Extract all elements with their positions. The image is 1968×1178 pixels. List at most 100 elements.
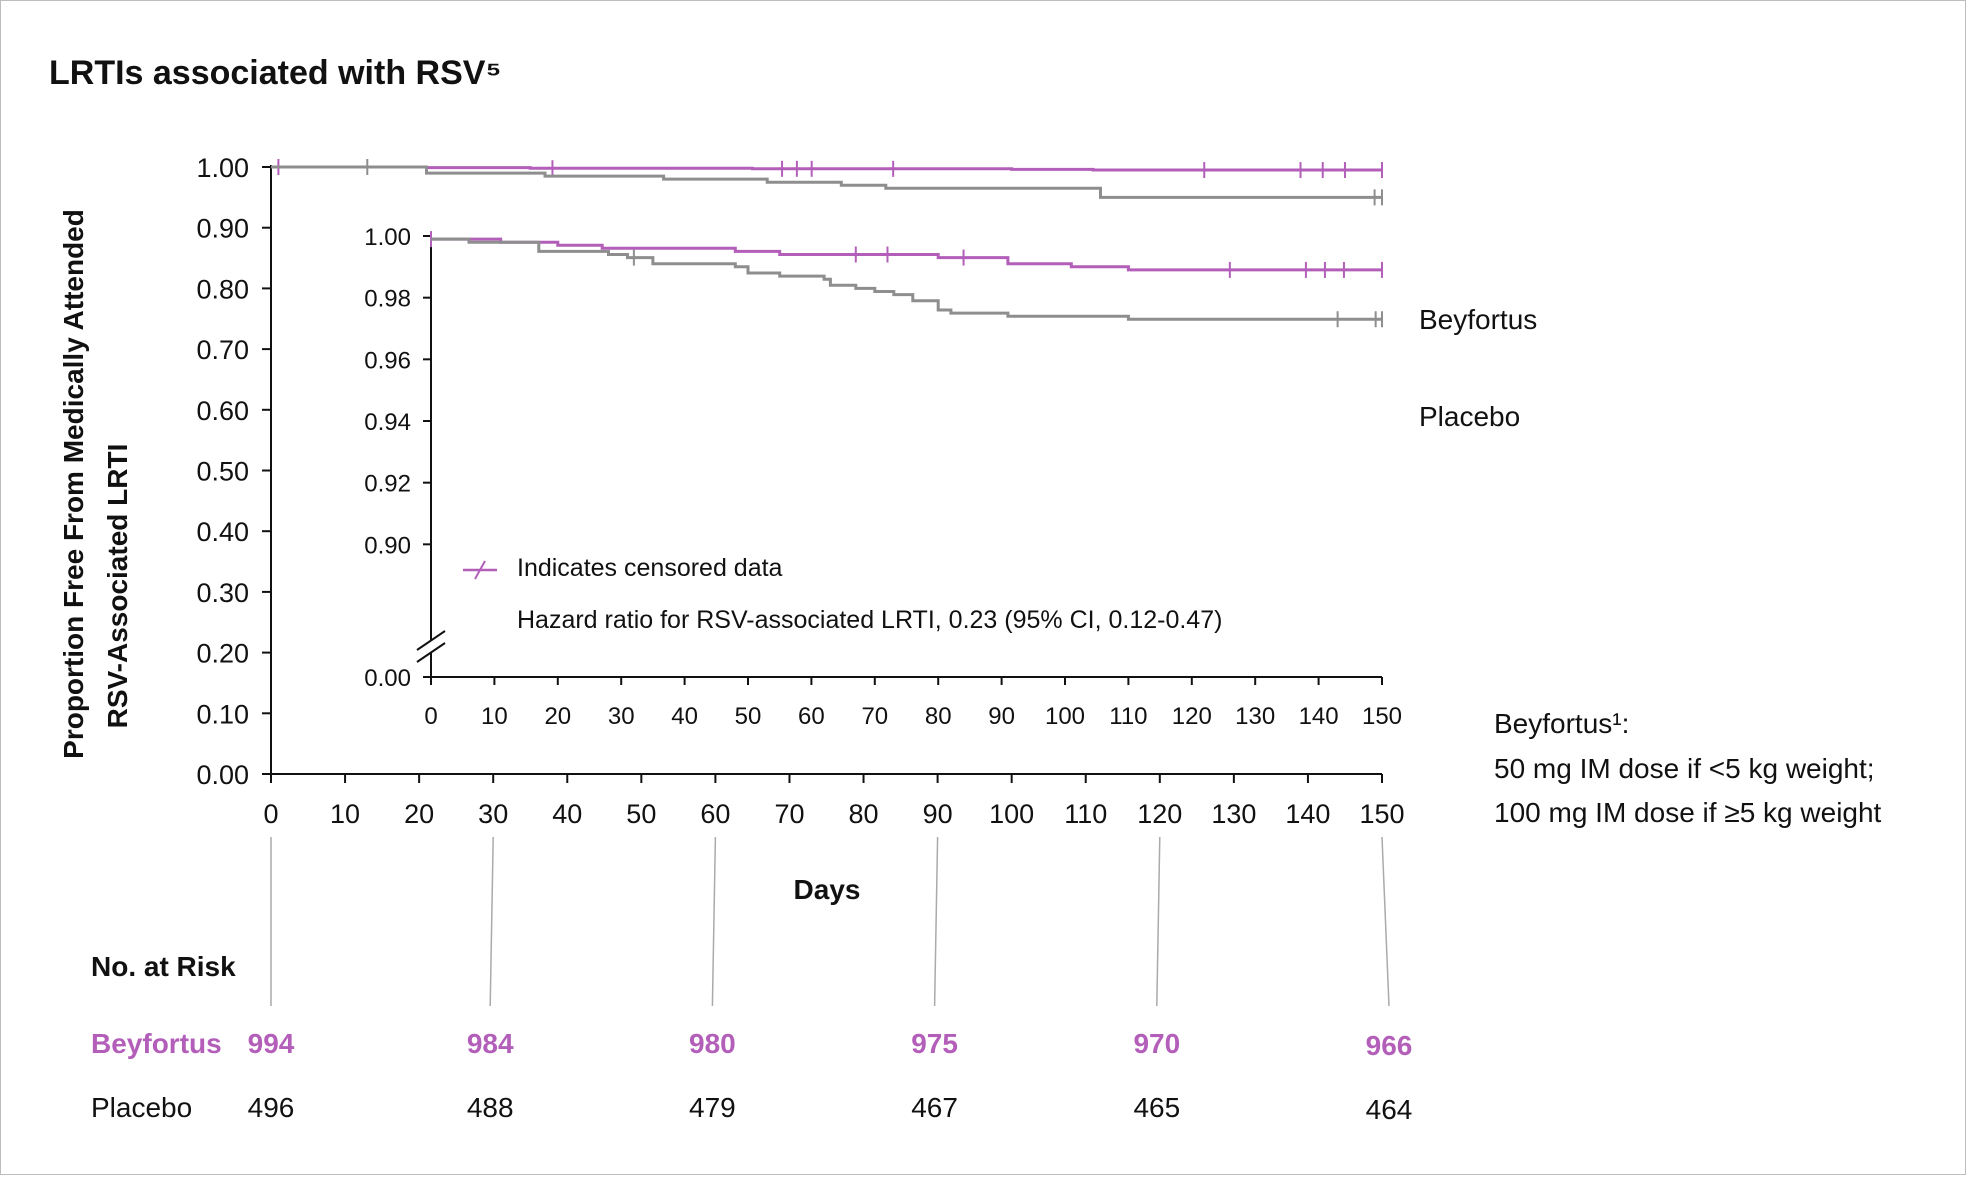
main-x-tick-label: 20 (404, 799, 434, 829)
main-x-tick-label: 120 (1137, 799, 1182, 829)
inset-x-tick-label: 90 (988, 703, 1015, 730)
main-y-tick-label: 0.90 (196, 214, 249, 244)
inset-y-tick-label: 0.94 (364, 409, 411, 436)
main-x-tick-label: 60 (700, 799, 730, 829)
dose-note-line2: 50 mg IM dose if <5 kg weight; (1494, 753, 1875, 784)
main-x-tick-label: 10 (330, 799, 360, 829)
dose-note: Beyfortus¹: 50 mg IM dose if <5 kg weigh… (1494, 708, 1882, 828)
inset-y-tick-label: 0.90 (364, 532, 411, 559)
inset-x-tick-label: 40 (671, 703, 698, 730)
inset-x-tick-label: 10 (481, 703, 508, 730)
inset-background (353, 223, 1399, 731)
main-x-tick-label: 50 (626, 799, 656, 829)
main-x-tick-label: 80 (849, 799, 879, 829)
inset-x-tick-label: 30 (608, 703, 635, 730)
risk-value-beyfortus: 994 (248, 1028, 295, 1059)
risk-connector-line (711, 836, 717, 1007)
main-y-tick-label: 0.40 (196, 517, 249, 547)
inset-series (430, 231, 1383, 328)
risk-value-placebo: 479 (689, 1092, 736, 1123)
risk-table-heading: No. at Risk (91, 951, 236, 982)
main-y-tick-label: 0.10 (196, 699, 249, 729)
main-x-tick-label: 30 (478, 799, 508, 829)
inset-beyfortus-curve (431, 237, 1382, 272)
inset-placebo-curve (431, 237, 1382, 321)
inset-x-tick-label: 0 (424, 703, 437, 730)
inset-y-tick-label: 0.96 (364, 347, 411, 374)
inset-y-zero-label: 0.00 (364, 665, 411, 692)
main-x-tick-label: 70 (774, 799, 804, 829)
y-axis-label-line1: Proportion Free From Medically Attended (58, 209, 89, 759)
inset-x-tick-label: 70 (861, 703, 888, 730)
inset-x-tick-label: 150 (1362, 703, 1402, 730)
risk-value-placebo: 467 (911, 1092, 958, 1123)
inset-y-tick-label: 0.98 (364, 286, 411, 313)
inset-x-tick-label: 130 (1235, 703, 1275, 730)
inset-y-tick-label: 1.00 (364, 224, 411, 251)
risk-value-beyfortus: 975 (911, 1028, 958, 1059)
placebo-series-label: Placebo (1419, 401, 1520, 432)
dose-note-line1: Beyfortus¹: (1494, 708, 1629, 739)
main-x-tick-label: 40 (552, 799, 582, 829)
censored-legend-text: Indicates censored data (517, 554, 783, 582)
risk-connector-line (489, 836, 494, 1007)
inset-x-tick-label: 60 (798, 703, 825, 730)
risk-table: No. at Risk Beyfortus 994 984 980 975 970 966 P… (91, 836, 1413, 1125)
inset-axis-break-mark (416, 642, 446, 663)
inset-x-tick-label: 120 (1172, 703, 1212, 730)
main-x-tick-label: 110 (1064, 799, 1107, 829)
risk-value-beyfortus: 966 (1366, 1030, 1413, 1061)
risk-connector-line (1156, 836, 1161, 1007)
beyfortus-series-label: Beyfortus (1419, 304, 1537, 335)
main-x-tick-label: 100 (989, 799, 1034, 829)
risk-connector-line (933, 836, 939, 1007)
risk-value-placebo: 464 (1366, 1094, 1413, 1125)
main-y-tick-label: 0.20 (196, 639, 249, 669)
main-x-tick-label: 90 (923, 799, 953, 829)
risk-value-beyfortus: 970 (1133, 1028, 1180, 1059)
main-x-tick-label: 140 (1285, 799, 1330, 829)
main-y-tick-label: 0.70 (196, 335, 249, 365)
inset-x-tick-label: 20 (544, 703, 571, 730)
chart-title: LRTIs associated with RSV⁵ (49, 54, 501, 92)
main-y-tick-label: 0.00 (196, 760, 249, 790)
main-x-tick-label: 130 (1211, 799, 1256, 829)
x-axis-label: Days (794, 874, 861, 905)
risk-row-label-placebo: Placebo (91, 1092, 192, 1123)
risk-row-label-beyfortus: Beyfortus (91, 1028, 222, 1059)
main-axes: 0.00 0.10 0.20 0.30 0.40 0.50 0.60 0.70 0.80 0.90… (196, 153, 1404, 829)
inset-x-tick-label: 80 (925, 703, 952, 730)
risk-value-placebo: 488 (467, 1092, 514, 1123)
main-series (271, 159, 1383, 206)
inset-x-tick-label: 110 (1109, 703, 1147, 730)
inset-x-tick-label: 140 (1299, 703, 1339, 730)
risk-value-beyfortus: 984 (467, 1028, 514, 1059)
inset-axes: 0.90 0.92 0.94 0.96 0.98 1.00 0.00 0 10 20 30 40 50 6… (364, 224, 1402, 730)
censored-legend: Indicates censored data (463, 554, 783, 582)
risk-value-placebo: 496 (248, 1092, 295, 1123)
main-y-tick-label: 0.30 (196, 578, 249, 608)
main-beyfortus-curve (271, 165, 1382, 172)
main-y-tick-label: 0.80 (196, 274, 249, 304)
main-placebo-curve (271, 165, 1382, 199)
censored-legend-mark (474, 560, 486, 580)
inset-x-tick-label: 100 (1045, 703, 1085, 730)
hazard-ratio-note: Hazard ratio for RSV-associated LRTI, 0.… (517, 606, 1222, 634)
risk-connector-line (1381, 836, 1390, 1007)
inset-axis-break-mark (416, 630, 446, 651)
main-y-tick-label: 0.50 (196, 457, 249, 487)
inset-y-tick-label: 0.92 (364, 471, 411, 498)
main-x-tick-label: 0 (263, 799, 278, 829)
risk-value-placebo: 465 (1133, 1092, 1180, 1123)
y-axis-label: Proportion Free From Medically Attended … (58, 209, 133, 759)
inset-panel (353, 223, 1399, 731)
inset-x-tick-label: 50 (735, 703, 762, 730)
dose-note-line3: 100 mg IM dose if ≥5 kg weight (1494, 797, 1882, 828)
main-y-tick-label: 0.60 (196, 396, 249, 426)
y-axis-label-line2: RSV-Associated LRTI (102, 444, 133, 729)
main-x-tick-label: 150 (1359, 799, 1404, 829)
main-y-tick-label: 1.00 (196, 153, 249, 183)
risk-value-beyfortus: 980 (689, 1028, 736, 1059)
